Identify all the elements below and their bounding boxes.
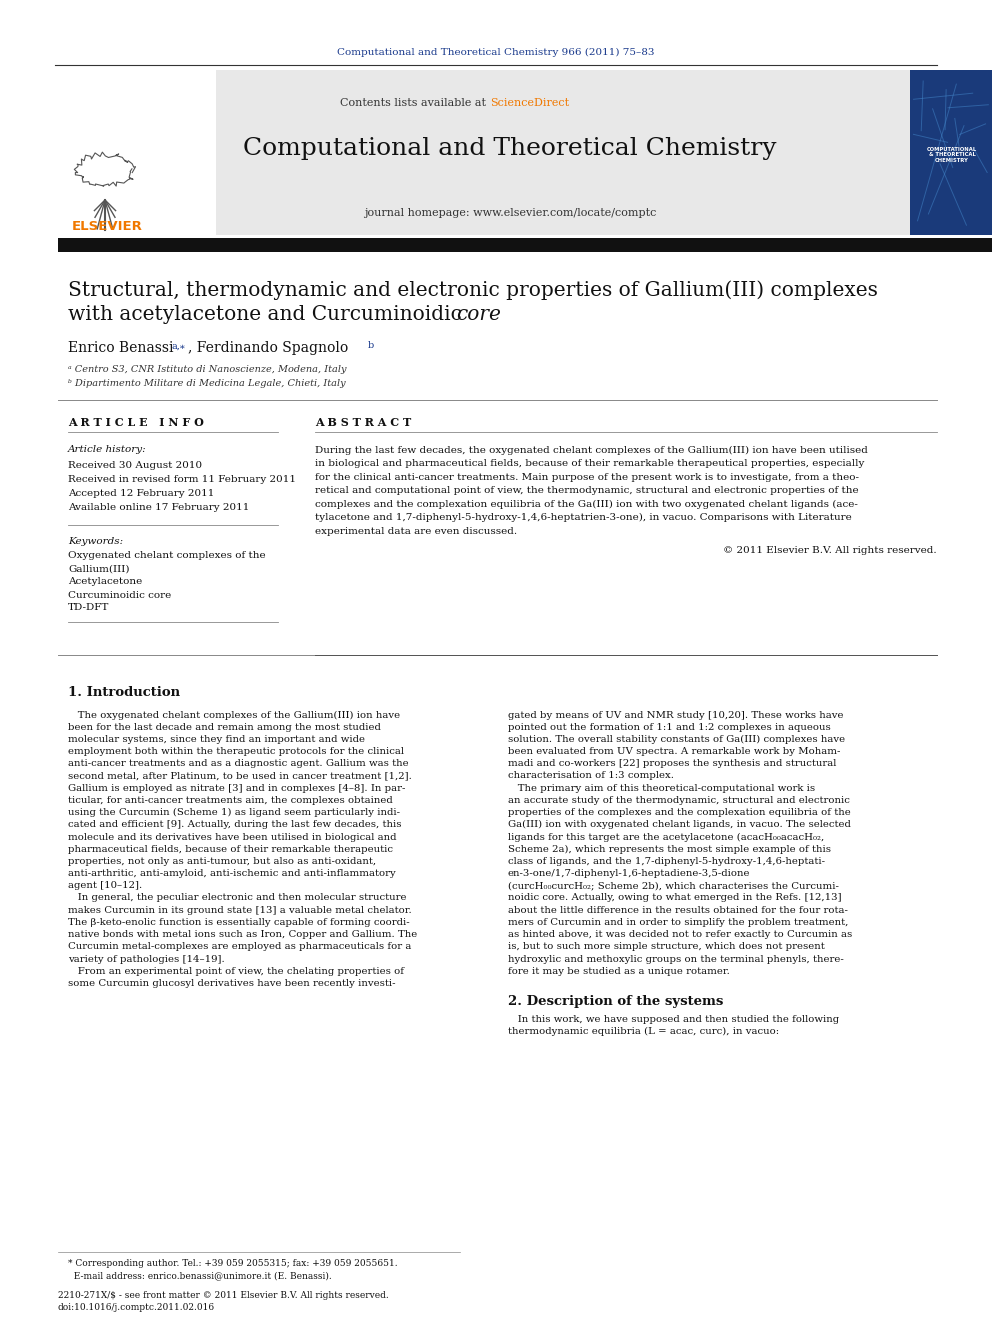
Text: en-3-one/1,7-diphenyl-1,6-heptadiene-3,5-dione: en-3-one/1,7-diphenyl-1,6-heptadiene-3,5… [508,869,751,878]
Text: b: b [368,341,374,351]
Bar [910,70,992,235]
Text: ᵃ Centro S3, CNR Istituto di Nanoscienze, Modena, Italy: ᵃ Centro S3, CNR Istituto di Nanoscienze… [68,365,346,374]
Text: makes Curcumin in its ground state [13] a valuable metal chelator.: makes Curcumin in its ground state [13] … [68,906,412,914]
Text: * Corresponding author. Tel.: +39 059 2055315; fax: +39 059 2055651.: * Corresponding author. Tel.: +39 059 20… [68,1259,398,1269]
Text: Received in revised form 11 February 2011: Received in revised form 11 February 201… [68,475,296,483]
Text: Curcumin metal-complexes are employed as pharmaceuticals for a: Curcumin metal-complexes are employed as… [68,942,412,951]
Text: doi:10.1016/j.comptc.2011.02.016: doi:10.1016/j.comptc.2011.02.016 [58,1303,215,1312]
Text: ligands for this target are the acetylacetone (acacH₀₀acacH₀₂,: ligands for this target are the acetylac… [508,832,824,841]
Text: as hinted above, it was decided not to refer exactly to Curcumin as: as hinted above, it was decided not to r… [508,930,852,939]
Text: The primary aim of this theoretical-computational work is: The primary aim of this theoretical-comp… [508,783,815,792]
Text: Available online 17 February 2011: Available online 17 February 2011 [68,503,249,512]
Text: 2210-271X/$ - see front matter © 2011 Elsevier B.V. All rights reserved.: 2210-271X/$ - see front matter © 2011 El… [58,1290,389,1299]
Text: solution. The overall stability constants of Ga(III) complexes have: solution. The overall stability constant… [508,734,845,744]
Text: pointed out the formation of 1:1 and 1:2 complexes in aqueous: pointed out the formation of 1:1 and 1:2… [508,722,830,732]
Text: with acetylacetone and Curcuminoidic: with acetylacetone and Curcuminoidic [68,306,468,324]
Text: tylacetone and 1,7-diphenyl-5-hydroxy-1,4,6-heptatrien-3-one), in vacuo. Compari: tylacetone and 1,7-diphenyl-5-hydroxy-1,… [315,513,852,523]
Text: been evaluated from UV spectra. A remarkable work by Moham-: been evaluated from UV spectra. A remark… [508,747,840,757]
Text: COMPUTATIONAL
& THEORETICAL
CHEMISTRY: COMPUTATIONAL & THEORETICAL CHEMISTRY [927,147,977,163]
Text: retical and computational point of view, the thermodynamic, structural and elect: retical and computational point of view,… [315,486,859,495]
Text: variety of pathologies [14–19].: variety of pathologies [14–19]. [68,954,225,963]
Text: anti-arthritic, anti-amyloid, anti-ischemic and anti-inflammatory: anti-arthritic, anti-amyloid, anti-ische… [68,869,396,878]
Text: From an experimental point of view, the chelating properties of: From an experimental point of view, the … [68,967,404,975]
Text: agent [10–12].: agent [10–12]. [68,881,142,890]
Text: is, but to such more simple structure, which does not present: is, but to such more simple structure, w… [508,942,824,951]
Text: a,⁎: a,⁎ [171,341,185,351]
Text: mers of Curcumin and in order to simplify the problem treatment,: mers of Curcumin and in order to simplif… [508,918,848,927]
Text: thermodynamic equilibria (L = acac, curc), in vacuo:: thermodynamic equilibria (L = acac, curc… [508,1027,779,1036]
Text: some Curcumin glucosyl derivatives have been recently investi-: some Curcumin glucosyl derivatives have … [68,979,396,988]
Text: Contents lists available at: Contents lists available at [340,98,490,108]
Text: complexes and the complexation equilibria of the Ga(III) ion with two oxygenated: complexes and the complexation equilibri… [315,500,858,508]
Text: core: core [456,306,501,324]
Text: A B S T R A C T: A B S T R A C T [315,417,412,427]
Text: Curcuminoidic core: Curcuminoidic core [68,590,172,599]
Text: anti-cancer treatments and as a diagnostic agent. Gallium was the: anti-cancer treatments and as a diagnost… [68,759,409,769]
Text: Article history:: Article history: [68,446,147,455]
Text: Acetylacetone: Acetylacetone [68,578,142,586]
Text: properties, not only as anti-tumour, but also as anti-oxidant,: properties, not only as anti-tumour, but… [68,857,376,865]
Text: molecular systems, since they find an important and wide: molecular systems, since they find an im… [68,734,365,744]
Text: employment both within the therapeutic protocols for the clinical: employment both within the therapeutic p… [68,747,404,757]
Text: for the clinical anti-cancer treatments. Main purpose of the present work is to : for the clinical anti-cancer treatments.… [315,472,859,482]
Text: Oxygenated chelant complexes of the: Oxygenated chelant complexes of the [68,552,266,561]
Text: characterisation of 1:3 complex.: characterisation of 1:3 complex. [508,771,674,781]
Text: Ga(III) ion with oxygenated chelant ligands, in vacuo. The selected: Ga(III) ion with oxygenated chelant liga… [508,820,851,830]
Text: fore it may be studied as a unique rotamer.: fore it may be studied as a unique rotam… [508,967,730,975]
Text: Received 30 August 2010: Received 30 August 2010 [68,460,202,470]
Text: journal homepage: www.elsevier.com/locate/comptc: journal homepage: www.elsevier.com/locat… [364,208,656,218]
Text: noidic core. Actually, owing to what emerged in the Refs. [12,13]: noidic core. Actually, owing to what eme… [508,893,841,902]
Text: cated and efficient [9]. Actually, during the last few decades, this: cated and efficient [9]. Actually, durin… [68,820,402,830]
Text: molecule and its derivatives have been utilised in biological and: molecule and its derivatives have been u… [68,832,397,841]
Text: (curcH₀₀curcH₀₂; Scheme 2b), which characterises the Curcumi-: (curcH₀₀curcH₀₂; Scheme 2b), which chara… [508,881,839,890]
Text: pharmaceutical fields, because of their remarkable therapeutic: pharmaceutical fields, because of their … [68,844,393,853]
Text: properties of the complexes and the complexation equilibria of the: properties of the complexes and the comp… [508,808,851,818]
Text: Accepted 12 February 2011: Accepted 12 February 2011 [68,488,214,497]
Text: madi and co-workers [22] proposes the synthesis and structural: madi and co-workers [22] proposes the sy… [508,759,836,769]
Text: ELSEVIER: ELSEVIER [71,220,143,233]
Text: Gallium(III): Gallium(III) [68,565,130,573]
Text: A R T I C L E   I N F O: A R T I C L E I N F O [68,417,204,427]
Text: ScienceDirect: ScienceDirect [490,98,569,108]
Text: In general, the peculiar electronic and then molecular structure: In general, the peculiar electronic and … [68,893,407,902]
Text: using the Curcumin (Scheme 1) as ligand seem particularly indi-: using the Curcumin (Scheme 1) as ligand … [68,808,400,818]
Text: , Ferdinando Spagnolo: , Ferdinando Spagnolo [188,341,352,355]
Text: been for the last decade and remain among the most studied: been for the last decade and remain amon… [68,722,381,732]
Text: During the last few decades, the oxygenated chelant complexes of the Gallium(III: During the last few decades, the oxygena… [315,446,868,455]
Text: Enrico Benassi: Enrico Benassi [68,341,178,355]
Bar [58,70,216,235]
Text: TD-DFT: TD-DFT [68,603,109,613]
Text: 1. Introduction: 1. Introduction [68,685,181,699]
Text: Gallium is employed as nitrate [3] and in complexes [4–8]. In par-: Gallium is employed as nitrate [3] and i… [68,783,406,792]
Text: native bonds with metal ions such as Iron, Copper and Gallium. The: native bonds with metal ions such as Iro… [68,930,418,939]
Text: class of ligands, and the 1,7-diphenyl-5-hydroxy-1,4,6-heptati-: class of ligands, and the 1,7-diphenyl-5… [508,857,825,865]
Text: Scheme 2a), which represents the most simple example of this: Scheme 2a), which represents the most si… [508,844,831,853]
Text: second metal, after Platinum, to be used in cancer treatment [1,2].: second metal, after Platinum, to be used… [68,771,412,781]
Text: Computational and Theoretical Chemistry: Computational and Theoretical Chemistry [243,136,777,160]
Text: Structural, thermodynamic and electronic properties of Gallium(III) complexes: Structural, thermodynamic and electronic… [68,280,878,300]
Text: 2. Description of the systems: 2. Description of the systems [508,995,723,1008]
Text: about the little difference in the results obtained for the four rota-: about the little difference in the resul… [508,906,848,914]
Text: hydroxylic and methoxylic groups on the terminal phenyls, there-: hydroxylic and methoxylic groups on the … [508,954,844,963]
Text: an accurate study of the thermodynamic, structural and electronic: an accurate study of the thermodynamic, … [508,796,850,804]
Bar [58,238,992,251]
Text: gated by means of UV and NMR study [10,20]. These works have: gated by means of UV and NMR study [10,2… [508,710,843,720]
Text: In this work, we have supposed and then studied the following: In this work, we have supposed and then … [508,1015,839,1024]
Text: experimental data are even discussed.: experimental data are even discussed. [315,527,517,536]
Text: © 2011 Elsevier B.V. All rights reserved.: © 2011 Elsevier B.V. All rights reserved… [723,546,937,556]
Text: in biological and pharmaceutical fields, because of their remarkable therapeutic: in biological and pharmaceutical fields,… [315,459,864,468]
Text: Computational and Theoretical Chemistry 966 (2011) 75–83: Computational and Theoretical Chemistry … [337,48,655,57]
Text: The oxygenated chelant complexes of the Gallium(III) ion have: The oxygenated chelant complexes of the … [68,710,400,720]
Text: Keywords:: Keywords: [68,537,123,545]
Text: The β-keto-enolic function is essentially capable of forming coordi-: The β-keto-enolic function is essentiall… [68,918,410,927]
Bar [58,70,928,235]
Text: ticular, for anti-cancer treatments aim, the complexes obtained: ticular, for anti-cancer treatments aim,… [68,796,393,804]
Text: ᵇ Dipartimento Militare di Medicina Legale, Chieti, Italy: ᵇ Dipartimento Militare di Medicina Lega… [68,378,345,388]
Text: E-mail address: enrico.benassi@unimore.it (E. Benassi).: E-mail address: enrico.benassi@unimore.i… [68,1271,331,1281]
